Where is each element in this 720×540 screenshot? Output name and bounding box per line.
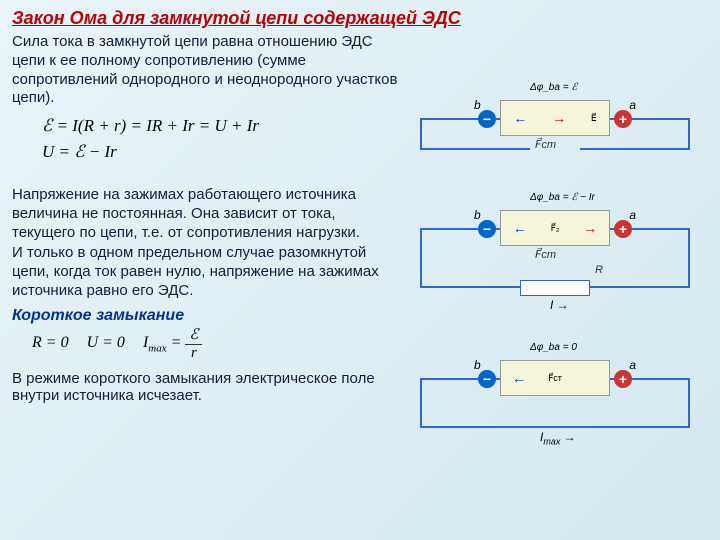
delta-phi-2: Δφ_ba = ℰ − Ir: [530, 192, 595, 203]
wire: [420, 148, 530, 150]
terminal-pos: +: [614, 220, 632, 238]
force-fst-inline: F⃗ст: [548, 373, 562, 384]
label-b-2: b: [474, 208, 481, 222]
wire: [420, 426, 690, 428]
sc-u-zero: U = 0: [87, 334, 125, 352]
terminal-pos: +: [614, 110, 632, 128]
label-b-3: b: [474, 358, 481, 372]
intro-text: Сила тока в замкнутой цепи равна отношен…: [12, 33, 402, 108]
terminal-neg: −: [478, 220, 496, 238]
emf-source: ← F⃗₂ →: [500, 210, 610, 246]
label-R: R: [595, 264, 603, 276]
wire: [688, 228, 690, 288]
wire: [420, 378, 422, 428]
eq-sign: =: [171, 334, 186, 351]
short-circuit-heading: Короткое замыкание: [12, 307, 402, 325]
current-i: I: [550, 298, 553, 312]
circuit-open: Δφ_ba = ℰ b a − + ← → E⃗ F⃗ст: [410, 78, 700, 168]
wire: [688, 378, 690, 428]
sc-r-zero: R = 0: [32, 334, 69, 352]
frac-den: r: [187, 345, 201, 362]
imax-fraction: ℰ r: [185, 325, 202, 362]
arrow-icon: ←: [513, 220, 527, 236]
force-fst: F⃗ст: [535, 248, 556, 261]
label-I: I →: [550, 298, 569, 312]
terminal-neg: −: [478, 110, 496, 128]
force-fst: F⃗ст: [535, 138, 556, 151]
bottom-text: В режиме короткого замыкания электрическ…: [12, 370, 402, 404]
wire: [420, 118, 422, 150]
imax-sub: max: [148, 342, 166, 354]
label-Imax: Imax →: [540, 430, 576, 446]
frac-num: ℰ: [185, 325, 202, 345]
label-a-1: a: [629, 98, 636, 112]
arrow-icon: →: [552, 110, 566, 126]
label-a-2: a: [629, 208, 636, 222]
arrow-icon: ←: [513, 110, 527, 126]
label-b-1: b: [474, 98, 481, 112]
emf-source: ← F⃗ст →: [500, 360, 610, 396]
emf-source: ← → E⃗: [500, 100, 610, 136]
page-title: Закон Ома для замкнутой цепи содержащей …: [12, 8, 708, 29]
sc-imax: Imax = ℰ r: [143, 325, 203, 362]
wire: [420, 228, 422, 288]
formula-voltage: U = ℰ − Ir: [42, 142, 402, 162]
resistor: [520, 280, 590, 296]
imax-text: Imax: [540, 430, 560, 444]
formula-block: ℰ = I(R + r) = IR + Ir = U + Ir U = ℰ − …: [42, 116, 402, 162]
diagram-area: Δφ_ba = ℰ b a − + ← → E⃗ F⃗ст Δφ_ba = ℰ …: [410, 78, 710, 468]
wire: [580, 148, 690, 150]
delta-phi-1: Δφ_ba = ℰ: [530, 82, 577, 93]
circuit-loaded: Δφ_ba = ℰ − Ir b a − + ← F⃗₂ → R I → F⃗с…: [410, 188, 700, 318]
paragraph-3: И только в одном предельном случае разом…: [12, 244, 402, 300]
label-a-3: a: [629, 358, 636, 372]
delta-phi-3: Δφ_ba = 0: [530, 342, 577, 353]
short-circuit-formulas: R = 0 U = 0 Imax = ℰ r: [32, 325, 202, 362]
arrow-icon: →: [583, 220, 597, 236]
terminal-pos: +: [614, 370, 632, 388]
arrow-icon: ←: [512, 370, 526, 386]
terminal-neg: −: [478, 370, 496, 388]
force-label: F⃗₂: [551, 223, 560, 234]
force-label: E⃗: [591, 113, 597, 124]
formula-emf: ℰ = I(R + r) = IR + Ir = U + Ir: [42, 116, 402, 136]
wire: [688, 118, 690, 150]
circuit-short: Δφ_ba = 0 b a − + ← F⃗ст → Imax →: [410, 338, 700, 448]
paragraph-2: Напряжение на зажимах работающего источн…: [12, 186, 402, 242]
